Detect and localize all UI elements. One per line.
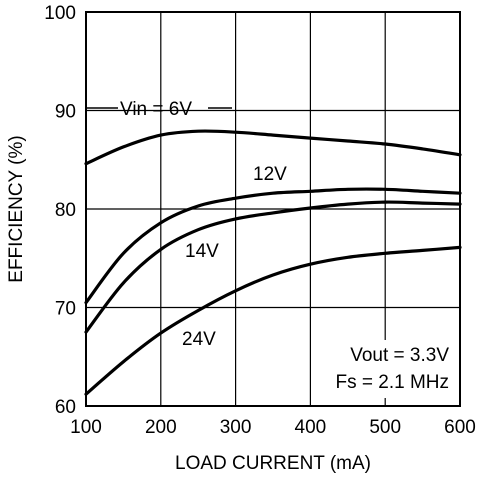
series-line-0 (84, 129, 462, 166)
series-label-24v: 24V (182, 329, 216, 350)
plot-frame (85, 11, 461, 407)
y-tick-label: 70 (55, 299, 76, 320)
y-axis-title: EFFICIENCY (%) (6, 135, 27, 282)
x-tick-label: 200 (145, 417, 177, 438)
series-line-3 (84, 245, 462, 396)
series-label-vin-6v: Vin = 6V (120, 99, 192, 120)
annotation-fs: Fs = 2.1 MHz (336, 372, 450, 393)
y-tick-label: 90 (55, 102, 76, 123)
x-axis-title: LOAD CURRENT (mA) (175, 453, 371, 474)
tick-labels: 100 200 300 400 500 600 60 70 80 90 100 (44, 3, 476, 438)
series-label-12v: 12V (253, 164, 287, 185)
annotation-vout: Vout = 3.3V (350, 345, 449, 366)
x-tick-label: 400 (295, 417, 327, 438)
x-tick-label: 600 (444, 417, 476, 438)
x-tick-label: 100 (70, 417, 102, 438)
x-tick-label: 500 (369, 417, 401, 438)
curves (84, 129, 462, 396)
series-line-1 (84, 187, 462, 305)
series-line-2 (84, 200, 462, 334)
y-tick-label: 100 (44, 3, 76, 24)
annotation-background (318, 340, 456, 398)
series-label-14v: 14V (185, 241, 219, 262)
y-tick-label: 60 (55, 397, 76, 418)
y-tick-label: 80 (55, 200, 76, 221)
x-tick-label: 300 (220, 417, 252, 438)
